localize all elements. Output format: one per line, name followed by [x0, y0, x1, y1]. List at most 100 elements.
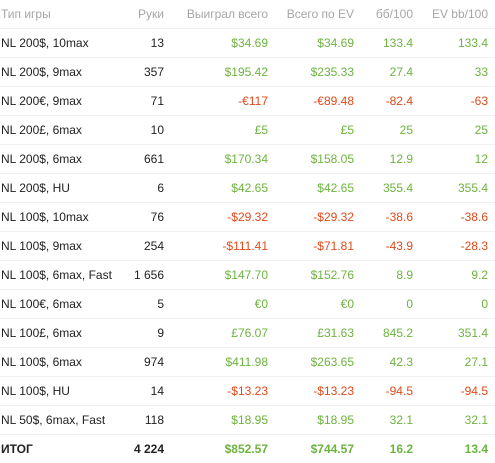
cell-game-type: NL 200$, HU: [0, 174, 122, 203]
total-bb100: 16.2: [354, 435, 413, 463]
total-label: ИТОГ: [0, 435, 122, 463]
cell-bb100: 0: [354, 290, 413, 319]
cell-game-type: NL 200$, 6max: [0, 145, 122, 174]
cell-game-type: NL 100$, HU: [0, 377, 122, 406]
cell-won-total: $34.69: [164, 29, 268, 58]
cell-won-total: -$13.23: [164, 377, 268, 406]
cell-hands: 14: [122, 377, 164, 406]
cell-ev-bb100: -94.5: [413, 377, 495, 406]
total-row: ИТОГ 4 224 $852.57 $744.57 16.2 13.4: [0, 435, 495, 463]
column-header-game-type[interactable]: Тип игры: [0, 0, 122, 29]
cell-bb100: -94.5: [354, 377, 413, 406]
cell-ev-bb100: 27.1: [413, 348, 495, 377]
cell-hands: 974: [122, 348, 164, 377]
cell-ev-bb100: -63: [413, 87, 495, 116]
cell-bb100: 845.2: [354, 319, 413, 348]
cell-ev-bb100: 9.2: [413, 261, 495, 290]
cell-won-total: -$29.32: [164, 203, 268, 232]
total-hands: 4 224: [122, 435, 164, 463]
cell-ev-total: €0: [268, 290, 354, 319]
cell-hands: 5: [122, 290, 164, 319]
cell-ev-total: $263.65: [268, 348, 354, 377]
cell-hands: 9: [122, 319, 164, 348]
cell-bb100: -38.6: [354, 203, 413, 232]
header-row: Тип игры Руки Выиграл всего Всего по EV …: [0, 0, 495, 29]
cell-game-type: NL 100$, 6max, Fast: [0, 261, 122, 290]
cell-game-type: NL 100$, 6max: [0, 348, 122, 377]
cell-bb100: -43.9: [354, 232, 413, 261]
cell-bb100: 355.4: [354, 174, 413, 203]
cell-ev-bb100: 33: [413, 58, 495, 87]
cell-won-total: £5: [164, 116, 268, 145]
cell-hands: 13: [122, 29, 164, 58]
cell-bb100: 32.1: [354, 406, 413, 435]
cell-ev-total: $34.69: [268, 29, 354, 58]
cell-ev-bb100: 355.4: [413, 174, 495, 203]
cell-hands: 71: [122, 87, 164, 116]
total-ev-bb100: 13.4: [413, 435, 495, 463]
cell-bb100: 133.4: [354, 29, 413, 58]
cell-ev-bb100: 32.1: [413, 406, 495, 435]
cell-bb100: 8.9: [354, 261, 413, 290]
cell-bb100: -82.4: [354, 87, 413, 116]
cell-game-type: NL 200€, 9max: [0, 87, 122, 116]
cell-game-type: NL 100$, 10max: [0, 203, 122, 232]
total-won: $852.57: [164, 435, 268, 463]
cell-bb100: 42.3: [354, 348, 413, 377]
cell-game-type: NL 100£, 6max: [0, 319, 122, 348]
cell-won-total: £76.07: [164, 319, 268, 348]
cell-won-total: $411.98: [164, 348, 268, 377]
table-header: Тип игры Руки Выиграл всего Всего по EV …: [0, 0, 495, 29]
cell-hands: 661: [122, 145, 164, 174]
cell-bb100: 25: [354, 116, 413, 145]
cell-game-type: NL 100€, 6max: [0, 290, 122, 319]
cell-ev-bb100: 351.4: [413, 319, 495, 348]
column-header-ev-bb100[interactable]: EV bb/100: [413, 0, 495, 29]
cell-hands: 1 656: [122, 261, 164, 290]
cell-ev-total: -$13.23: [268, 377, 354, 406]
cell-ev-total: $42.65: [268, 174, 354, 203]
column-header-ev-total[interactable]: Всего по EV: [268, 0, 354, 29]
cell-ev-bb100: 133.4: [413, 29, 495, 58]
cell-ev-total: -$29.32: [268, 203, 354, 232]
cell-game-type: NL 100$, 9max: [0, 232, 122, 261]
column-header-won-total[interactable]: Выиграл всего: [164, 0, 268, 29]
cell-ev-total: £31.63: [268, 319, 354, 348]
cell-game-type: NL 200$, 9max: [0, 58, 122, 87]
cell-won-total: €0: [164, 290, 268, 319]
cell-game-type: NL 200$, 10max: [0, 29, 122, 58]
cell-won-total: $170.34: [164, 145, 268, 174]
cell-won-total: $42.65: [164, 174, 268, 203]
cell-game-type: NL 50$, 6max, Fast: [0, 406, 122, 435]
cell-ev-total: -$71.81: [268, 232, 354, 261]
cell-bb100: 12.9: [354, 145, 413, 174]
cell-ev-bb100: 25: [413, 116, 495, 145]
cell-ev-bb100: 0: [413, 290, 495, 319]
cell-won-total: -€117: [164, 87, 268, 116]
total-ev: $744.57: [268, 435, 354, 463]
cell-hands: 357: [122, 58, 164, 87]
column-header-hands[interactable]: Руки: [122, 0, 164, 29]
cell-hands: 76: [122, 203, 164, 232]
cell-won-total: $147.70: [164, 261, 268, 290]
cell-ev-bb100: 12: [413, 145, 495, 174]
table-footer: ИТОГ 4 224 $852.57 $744.57 16.2 13.4: [0, 435, 495, 463]
cell-hands: 118: [122, 406, 164, 435]
cell-bb100: 27.4: [354, 58, 413, 87]
column-header-bb100[interactable]: бб/100: [354, 0, 413, 29]
